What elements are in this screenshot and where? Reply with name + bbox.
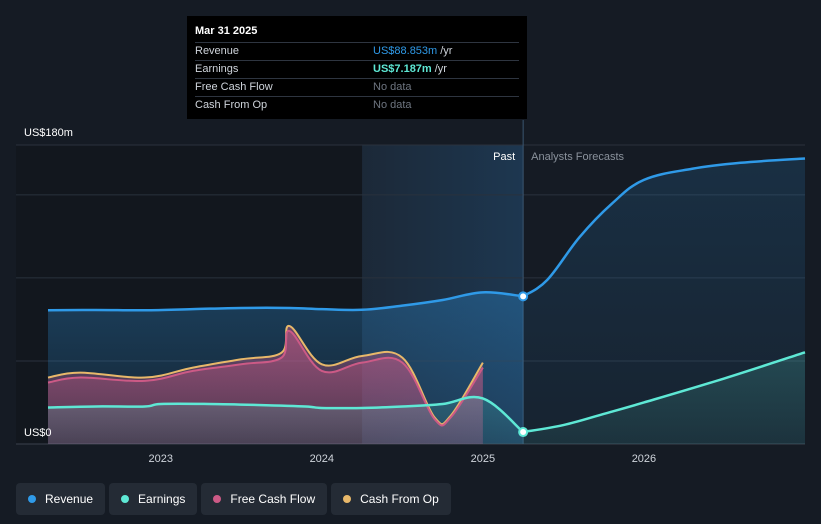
chart-legend: Revenue Earnings Free Cash Flow Cash Fro… bbox=[16, 483, 451, 515]
tooltip-row-revenue: Revenue US$88.853m/yr bbox=[195, 42, 519, 60]
tooltip-row-cash-from-op: Cash From Op No data bbox=[195, 96, 519, 114]
past-label: Past bbox=[493, 151, 515, 163]
series-line-cash-from-op bbox=[47, 325, 484, 426]
tooltip-row-earnings: Earnings US$7.187m/yr bbox=[195, 60, 519, 78]
series-area-revenue bbox=[523, 158, 805, 444]
tooltip-value-number: US$7.187m bbox=[373, 63, 432, 75]
tooltip-label: Revenue bbox=[195, 45, 240, 57]
y-axis-min-label: US$0 bbox=[24, 427, 52, 439]
tooltip-value: No data bbox=[373, 99, 412, 111]
tooltip-value-unit: /yr bbox=[434, 63, 447, 75]
tooltip-label: Free Cash Flow bbox=[195, 81, 273, 93]
series-line-revenue bbox=[522, 157, 806, 298]
tooltip-value-number: US$88.853m bbox=[373, 45, 438, 57]
x-tick-label: 2025 bbox=[471, 453, 495, 465]
tooltip-value-unit: /yr bbox=[440, 45, 453, 57]
series-area-earnings bbox=[48, 396, 524, 444]
y-axis-max-label: US$180m bbox=[24, 127, 73, 139]
x-tick-label: 2024 bbox=[310, 453, 334, 465]
tooltip-value: US$88.853m/yr bbox=[373, 43, 452, 60]
legend-label: Free Cash Flow bbox=[230, 492, 316, 506]
legend-dot-free-cash-flow bbox=[213, 495, 222, 503]
tooltip-label: Earnings bbox=[195, 63, 239, 75]
tooltip-value: No data bbox=[373, 81, 412, 93]
series-line-free-cash-flow bbox=[47, 330, 484, 427]
x-tick-label: 2026 bbox=[632, 453, 656, 465]
legend-item-revenue[interactable]: Revenue bbox=[16, 483, 106, 515]
tooltip-date: Mar 31 2025 bbox=[195, 25, 258, 37]
legend-label: Earnings bbox=[138, 492, 186, 506]
tooltip-label: Cash From Op bbox=[195, 99, 268, 111]
tooltip-row-free-cash-flow: Free Cash Flow No data bbox=[195, 78, 519, 96]
legend-dot-cash-from-op bbox=[343, 495, 352, 503]
series-line-earnings bbox=[47, 395, 524, 433]
x-tick-label: 2023 bbox=[149, 453, 173, 465]
series-line-earnings bbox=[522, 351, 806, 434]
legend-item-cash-from-op[interactable]: Cash From Op bbox=[331, 483, 451, 515]
legend-dot-revenue bbox=[28, 495, 36, 503]
legend-label: Cash From Op bbox=[360, 492, 439, 506]
tooltip-value: US$7.187m/yr bbox=[373, 61, 447, 78]
legend-label: Revenue bbox=[45, 492, 94, 506]
earnings-marker bbox=[518, 427, 529, 438]
forecast-label: Analysts Forecasts bbox=[531, 151, 624, 163]
legend-item-free-cash-flow[interactable]: Free Cash Flow bbox=[201, 483, 328, 515]
tooltip: Mar 31 2025 Revenue US$88.853m/yr Earnin… bbox=[187, 16, 527, 119]
legend-dot-earnings bbox=[121, 495, 130, 503]
legend-item-earnings[interactable]: Earnings bbox=[109, 483, 198, 515]
revenue-marker bbox=[518, 291, 529, 302]
series-line-revenue bbox=[47, 291, 524, 312]
